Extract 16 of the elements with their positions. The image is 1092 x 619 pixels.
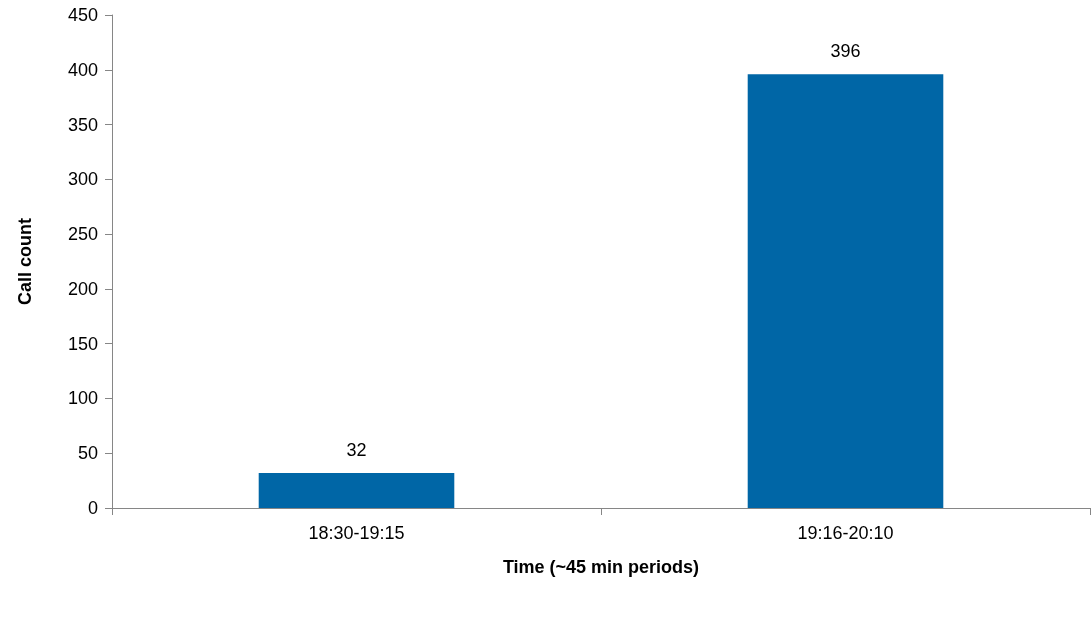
data-label: 396 <box>830 41 861 62</box>
x-axis-title: Time (~45 min periods) <box>502 557 700 577</box>
y-tick-label: 200 <box>67 278 98 299</box>
x-tick-label: 19:16-20:10 <box>797 523 894 543</box>
y-axis-title: Call count <box>15 217 35 306</box>
y-tick-label: 300 <box>67 169 98 190</box>
x-tick-label: 18:30-19:15 <box>308 523 405 543</box>
data-label: 32 <box>346 439 367 460</box>
y-tick-label: 150 <box>67 333 98 354</box>
y-tick-label: 450 <box>67 5 98 25</box>
y-tick-label: 100 <box>67 388 98 409</box>
y-tick-label: 350 <box>67 114 98 135</box>
y-tick-label: 250 <box>67 224 98 245</box>
y-tick-label: 0 <box>87 498 98 518</box>
y-tick-label: 50 <box>77 443 98 464</box>
y-tick-label: 400 <box>67 59 98 80</box>
